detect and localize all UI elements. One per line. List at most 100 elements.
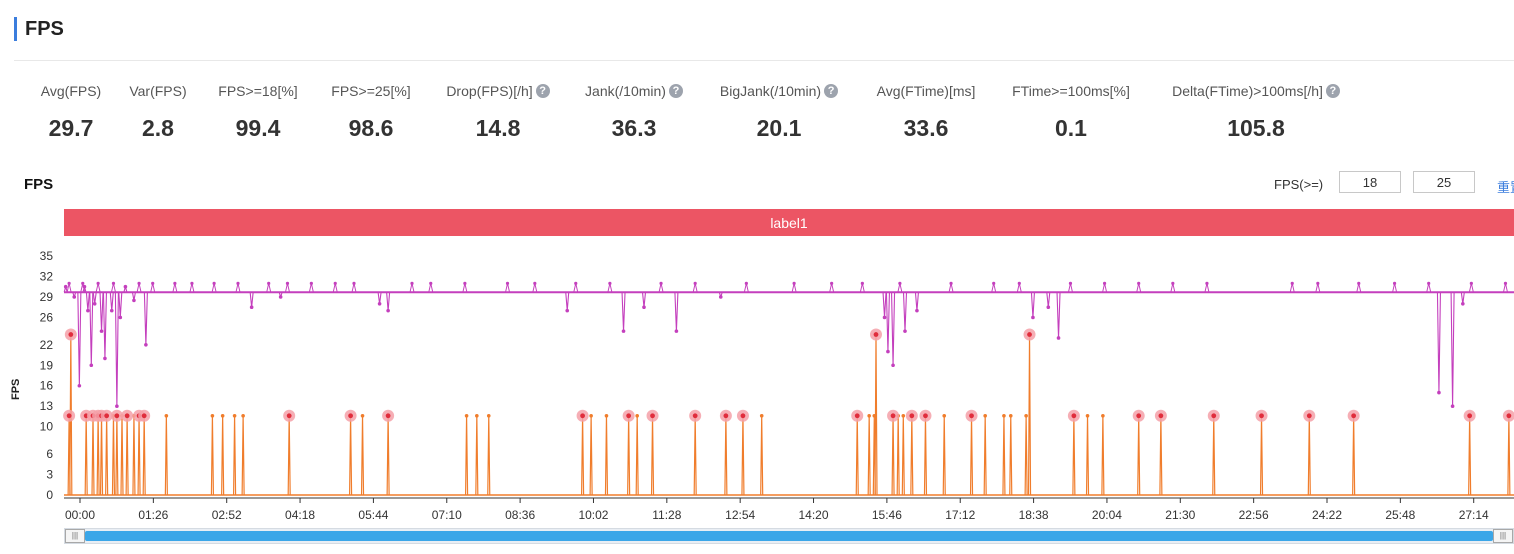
drop-spike (1259, 415, 1264, 496)
time-scrollbar[interactable]: ||| ||| (64, 528, 1514, 544)
metric-label-text: BigJank(/10min) (719, 83, 822, 99)
metric-value: 2.8 (142, 115, 174, 141)
label-band[interactable]: label1 (64, 209, 1514, 236)
help-icon[interactable]: ? (668, 84, 683, 98)
drop-highlight-point (650, 413, 655, 419)
drop-highlight-point (1306, 413, 1312, 419)
drop-point (464, 413, 469, 418)
metric-label: Avg(FTime)[ms] (826, 82, 1026, 100)
drop-spike (983, 415, 987, 496)
drop-spike (1101, 415, 1105, 496)
fps-dip (885, 292, 890, 352)
drop-spike (627, 415, 631, 496)
drop-highlight-point (114, 413, 120, 419)
drop-spike (693, 415, 697, 496)
fps-point (144, 342, 148, 347)
threshold-high-input[interactable] (1413, 171, 1475, 193)
y-tick-label: 13 (40, 399, 54, 413)
x-tick-label: 21:30 (1165, 508, 1195, 522)
metric-label-text: FTime>=100ms[%] (1012, 83, 1130, 99)
drop-highlight-point (923, 413, 928, 419)
fps-point (132, 298, 136, 303)
y-tick-label: 22 (40, 338, 54, 352)
fps-point (109, 308, 114, 313)
metric-label-text: Var(FPS) (129, 83, 187, 99)
threshold-label: FPS(>=) (1274, 177, 1324, 192)
drop-highlight-point (1506, 413, 1512, 419)
drop-spike (604, 415, 609, 496)
drop-highlight-point (385, 413, 391, 419)
y-tick-label: 35 (40, 249, 54, 263)
x-tick-label: 15:46 (872, 508, 902, 522)
metric-label: Var(FPS) (58, 82, 258, 100)
drop-spike (1027, 334, 1032, 496)
fps-point (915, 308, 919, 313)
scrollbar-right-handle[interactable]: ||| (1493, 529, 1513, 543)
fps-dip (891, 292, 896, 366)
drop-spike (1468, 415, 1472, 496)
title-accent-bar (14, 17, 17, 41)
fps-point (96, 281, 100, 285)
drop-spike (125, 415, 129, 496)
fps-point (1031, 315, 1035, 320)
fps-point (173, 281, 177, 285)
metric-value: 29.7 (48, 115, 94, 141)
fps-point (891, 363, 895, 368)
fps-point (285, 281, 290, 285)
metric-value: 0.1 (1055, 115, 1087, 141)
drop-highlight-point (1136, 413, 1142, 419)
section-title: FPS (25, 17, 64, 40)
drop-highlight-point (1071, 413, 1077, 419)
x-tick-label: 11:28 (652, 508, 681, 522)
metric-label-text: Avg(FPS) (40, 83, 102, 99)
fps-dip (99, 292, 104, 332)
fps-point (674, 329, 679, 333)
drop-spike (386, 415, 390, 496)
drop-point (759, 413, 764, 418)
drop-spike (1137, 415, 1141, 496)
help-icon[interactable]: ? (535, 84, 550, 98)
fps-dip (249, 292, 254, 308)
x-tick-label: 01:26 (138, 508, 168, 522)
drop-point (872, 413, 877, 418)
fps-point (1461, 302, 1465, 306)
x-tick-label: 05:44 (358, 508, 388, 522)
fps-point (190, 281, 194, 285)
drop-point (360, 413, 365, 418)
drop-spike (724, 415, 728, 496)
fps-point (386, 308, 390, 313)
fps-point (333, 281, 337, 285)
drop-spike (901, 415, 905, 496)
drop-spike (867, 415, 871, 496)
drop-point (1002, 413, 1006, 418)
fps-point (309, 281, 313, 285)
fps-point (608, 281, 612, 285)
x-tick-label: 18:38 (1019, 508, 1049, 522)
x-tick-label: 02:52 (212, 508, 242, 522)
drop-highlight-point (348, 413, 353, 419)
y-tick-label: 19 (40, 358, 54, 372)
fps-point (115, 404, 119, 409)
drop-highlight-point (1211, 413, 1217, 419)
threshold-low-input[interactable] (1339, 171, 1401, 193)
fps-dip (102, 292, 107, 359)
fps-point (1450, 404, 1455, 409)
metric-label-text: Drop(FPS)[/h] (446, 83, 533, 99)
drop-highlight-point (1027, 332, 1032, 337)
drop-spike (650, 415, 655, 496)
metric-label: Jank(/10min)? (534, 82, 734, 100)
reset-link[interactable]: 重置 (1497, 180, 1514, 195)
fps-point (151, 281, 155, 285)
fps-dip (1450, 292, 1455, 407)
help-icon[interactable]: ? (824, 84, 839, 98)
x-tick-label: 10:02 (578, 508, 608, 522)
scrollbar-range[interactable] (85, 531, 1493, 541)
fps-point (236, 281, 240, 285)
x-tick-label: 08:36 (505, 508, 535, 522)
drop-spike (1072, 415, 1076, 496)
fps-dip (85, 292, 90, 311)
drop-spike (487, 415, 491, 496)
scrollbar-left-handle[interactable]: ||| (65, 529, 85, 543)
drop-highlight-point (286, 413, 292, 419)
help-icon[interactable]: ? (1325, 84, 1340, 98)
